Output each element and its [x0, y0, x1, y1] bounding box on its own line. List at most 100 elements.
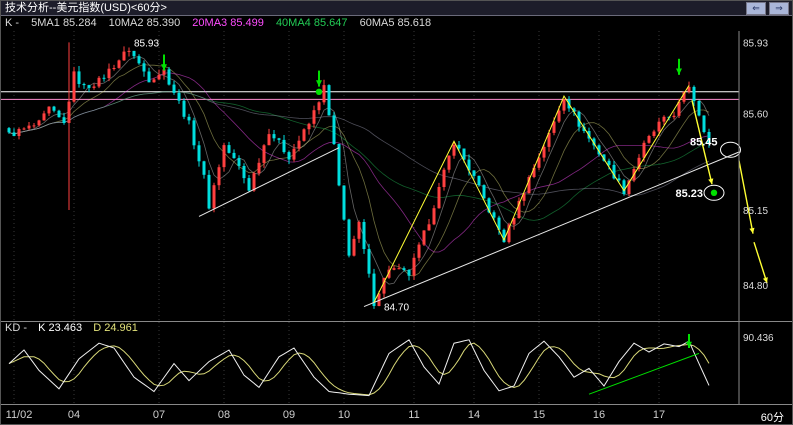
ma-label: 10MA2	[108, 17, 144, 29]
candle	[167, 67, 171, 86]
candle	[527, 175, 531, 194]
candle	[367, 243, 371, 278]
green-down-arrow	[161, 54, 167, 71]
ma-value: 85.618	[397, 17, 432, 29]
time-axis: 11/02 04 07 08 09 10 11 14 15 16 17 60分	[1, 404, 792, 424]
candle	[247, 175, 251, 192]
ma-line	[8, 56, 710, 285]
time-tick-label: 10	[337, 409, 351, 421]
candle	[277, 137, 281, 144]
ma-row-prefix: K -	[5, 17, 20, 29]
candle	[617, 174, 621, 182]
candle	[437, 182, 441, 209]
ma-value: 85.499	[230, 17, 264, 29]
green-dot	[315, 88, 323, 95]
candle	[432, 205, 436, 226]
candle	[252, 171, 256, 192]
candle	[157, 69, 161, 81]
kd-indicator-chart[interactable]: 90.436	[1, 321, 793, 404]
ma-value: 85.390	[146, 17, 181, 29]
candle	[412, 253, 416, 280]
ma-item-60: 60MA5 85.618	[360, 17, 432, 29]
ma-line	[8, 72, 710, 253]
price-axis-label: 85.15	[743, 206, 768, 217]
candle	[547, 129, 551, 152]
price-annotation: 85.23	[675, 188, 703, 200]
candle	[287, 150, 291, 165]
candle	[457, 141, 461, 152]
candle	[542, 143, 546, 162]
next-chart-button[interactable]: ⇒	[769, 2, 789, 15]
candle	[212, 182, 216, 213]
candle	[187, 113, 191, 125]
candle	[207, 170, 211, 210]
candle	[322, 79, 326, 105]
candle	[352, 235, 356, 257]
candle	[482, 184, 486, 199]
candle	[147, 67, 151, 83]
candle	[332, 112, 336, 145]
ma-item-40: 40MA4 85.647	[276, 17, 348, 29]
candle	[362, 219, 366, 254]
yellow-arrow	[691, 100, 714, 185]
candle	[522, 191, 526, 206]
candle	[222, 142, 226, 172]
candle	[302, 128, 306, 142]
candle	[197, 141, 201, 167]
candle	[657, 117, 661, 136]
candle	[342, 185, 346, 221]
candle	[237, 155, 241, 170]
ma-item-20: 20MA3 85.499	[192, 17, 264, 29]
candle	[82, 82, 86, 89]
candlestick-chart[interactable]: 85.93 84.70 85.45 85.23 85.93 85.60 85.15 84.80	[1, 31, 793, 321]
candle	[102, 74, 106, 82]
ma-line	[8, 64, 710, 277]
price-annotation: 85.93	[134, 38, 159, 49]
candle	[692, 85, 696, 106]
candle	[532, 164, 536, 179]
trendline	[198, 147, 340, 217]
d-line	[8, 342, 710, 396]
candle	[472, 170, 476, 179]
candle	[382, 277, 386, 298]
candle	[662, 115, 666, 125]
candle	[317, 101, 321, 115]
candle	[622, 178, 626, 196]
candle	[232, 149, 236, 159]
candle	[707, 128, 711, 148]
candle	[392, 265, 396, 271]
candle	[507, 222, 511, 244]
annotation-circle	[703, 184, 725, 201]
candle	[62, 112, 66, 125]
candle	[407, 269, 411, 281]
candle	[427, 219, 431, 231]
ma-indicator-row: K - 5MA1 85.284 10MA2 85.390 20MA3 85.49…	[1, 16, 792, 31]
candle	[242, 163, 246, 184]
candle	[337, 143, 341, 187]
right-arrow-icon: ⇒	[775, 3, 783, 13]
candle	[47, 106, 51, 116]
candle	[272, 130, 276, 142]
candle	[172, 80, 176, 95]
candle	[307, 122, 311, 135]
candle	[672, 111, 676, 120]
candle	[637, 154, 641, 172]
price-annotation: 85.45	[690, 136, 718, 148]
candle	[512, 217, 516, 230]
candle	[447, 155, 451, 173]
annotation-circle	[720, 141, 741, 158]
time-tick-label: 11/02	[5, 409, 33, 421]
prev-chart-button[interactable]: ⇐	[746, 2, 766, 15]
left-arrow-icon: ⇐	[752, 3, 760, 13]
ma-label: 20MA3	[192, 17, 228, 29]
candle	[647, 134, 651, 144]
candle	[127, 47, 131, 57]
candle	[182, 98, 186, 120]
candle	[217, 164, 221, 190]
candle	[107, 63, 111, 82]
candle	[97, 76, 101, 89]
candle	[177, 89, 181, 104]
price-axis-label: 84.80	[743, 281, 768, 292]
candle	[652, 129, 656, 138]
